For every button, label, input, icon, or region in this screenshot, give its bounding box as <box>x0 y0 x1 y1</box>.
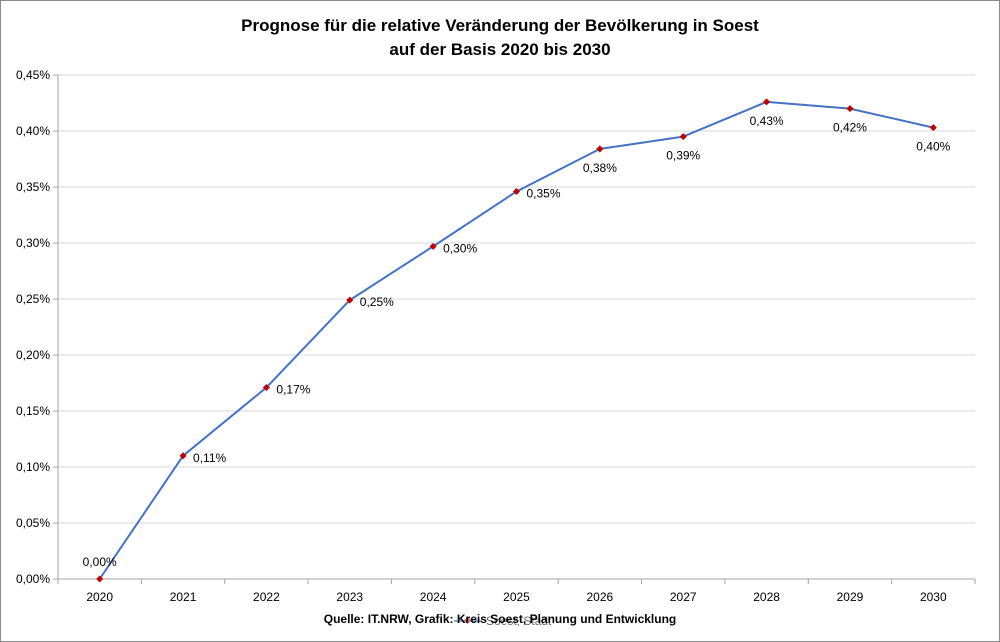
data-point-marker <box>512 187 521 196</box>
legend-marker <box>463 616 472 625</box>
legend: Soest, Stadt <box>454 614 552 628</box>
data-point-marker <box>679 133 687 141</box>
data-label: 0,39% <box>666 149 700 163</box>
data-label: 0,40% <box>916 140 950 154</box>
x-tick-label: 2030 <box>920 590 947 604</box>
x-tick-label: 2022 <box>253 590 280 604</box>
data-label: 0,38% <box>583 161 617 175</box>
x-tick-label: 2028 <box>753 590 780 604</box>
source-footer: Quelle: IT.NRW, Grafik: Kreis Soest, Pla… <box>323 612 677 626</box>
x-tick-label: 2029 <box>837 590 864 604</box>
data-label: 0,30% <box>443 241 477 255</box>
y-tick-label: 0,00% <box>16 572 50 586</box>
data-point-marker <box>346 296 354 304</box>
x-tick-label: 2020 <box>86 590 113 604</box>
data-point-marker <box>179 452 187 460</box>
chart-title-line2: auf der Basis 2020 bis 2030 <box>389 40 611 59</box>
chart-title-line1: Prognose für die relative Veränderung de… <box>241 16 759 35</box>
y-tick-label: 0,15% <box>16 404 50 418</box>
data-point-marker <box>429 242 437 250</box>
data-label: 0,35% <box>527 186 561 200</box>
y-tick-label: 0,10% <box>16 460 50 474</box>
y-tick-label: 0,25% <box>16 292 50 306</box>
legend-series-name: Soest, Stadt <box>486 614 552 628</box>
y-tick-label: 0,20% <box>16 348 50 362</box>
data-label: 0,42% <box>833 121 867 135</box>
x-tick-label: 2027 <box>670 590 697 604</box>
axes <box>53 74 976 584</box>
data-labels: 0,00% 0,11% 0,17% 0,25% 0,30% 0,35% 0,38% 0,39%… <box>83 114 951 569</box>
x-tick-label: 2026 <box>587 590 614 604</box>
y-tick-label: 0,45% <box>16 68 50 82</box>
y-tick-label: 0,30% <box>16 236 50 250</box>
chart-title: Prognose für die relative Veränderung de… <box>0 14 1000 62</box>
data-label: 0,43% <box>750 114 784 128</box>
data-label: 0,00% <box>83 555 117 569</box>
data-point-marker <box>262 383 270 392</box>
series-line <box>98 100 934 580</box>
y-tick-label: 0,35% <box>16 180 50 194</box>
data-label: 0,17% <box>276 382 310 396</box>
data-point-marker <box>929 124 937 132</box>
y-axis-ticks: 0,00% 0,05% 0,10% 0,15% 0,20% 0,25% 0,30% 0,35%… <box>16 68 50 586</box>
data-point-marker <box>596 145 604 153</box>
x-tick-label: 2024 <box>420 590 447 604</box>
x-axis-ticks: 2020 2021 2022 2023 2024 2025 2026 2027 2028 2029… <box>86 590 947 604</box>
y-tick-label: 0,05% <box>16 516 50 530</box>
gridlines <box>58 74 975 524</box>
data-point-marker <box>763 98 771 106</box>
series-soest <box>96 98 937 583</box>
y-tick-label: 0,40% <box>16 124 50 138</box>
data-point-marker <box>96 575 104 583</box>
x-tick-label: 2025 <box>503 590 530 604</box>
x-tick-label: 2023 <box>336 590 363 604</box>
x-tick-label: 2021 <box>170 590 197 604</box>
data-point-marker <box>846 105 854 113</box>
data-label: 0,25% <box>360 295 394 309</box>
data-label: 0,11% <box>193 451 226 465</box>
